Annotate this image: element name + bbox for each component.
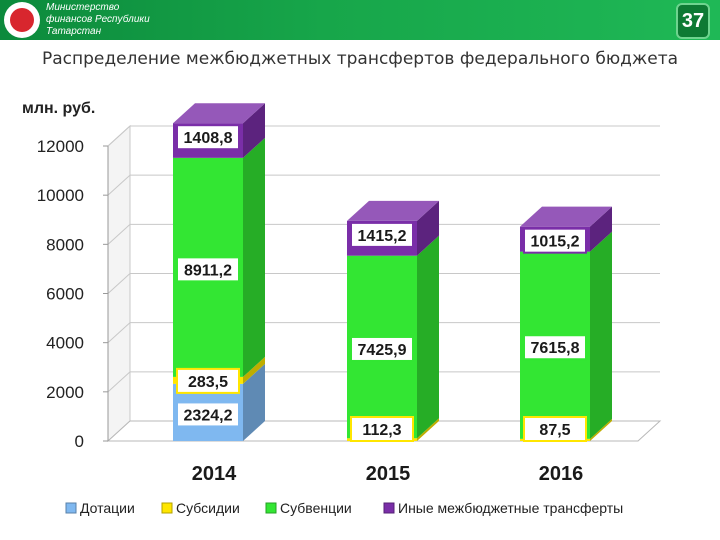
x-category-label: 2015 [366, 463, 411, 485]
bar-top [520, 206, 612, 227]
data-label-box [176, 367, 240, 394]
bar-top [173, 103, 265, 124]
data-label: 112,3 [362, 422, 401, 439]
org-name: Министерство финансов Республики Татарст… [46, 2, 150, 37]
gridline-diagonal [107, 322, 131, 344]
data-label-box [176, 124, 240, 151]
y-tick-labels: 0 2000 4000 6000 8000 10000 12000 [37, 137, 84, 451]
data-label: 283,5 [188, 374, 228, 391]
legend-swatch [383, 502, 395, 514]
y-tick-label: 0 [75, 432, 84, 451]
logo-emblem-icon [10, 8, 34, 32]
legend-swatch [65, 502, 77, 514]
legend-label: Субсидии [176, 500, 240, 516]
bar-segment-side [243, 103, 265, 158]
legend-label: Иные межбюджетные трансферты [398, 500, 623, 516]
bar-segment-side [590, 418, 612, 441]
gridline-diagonal [107, 223, 131, 245]
bar-segment-side [590, 206, 612, 252]
chart-title: Распределение межбюджетных трансфертов ф… [41, 49, 679, 69]
data-label-box [523, 416, 587, 442]
header-bar: Министерство финансов Республики Татарст… [0, 0, 720, 40]
y-tick-label: 12000 [37, 137, 84, 156]
legend-swatch [265, 502, 277, 514]
bar-segment-side [243, 363, 265, 441]
legend-label: Дотации [80, 500, 135, 516]
data-label: 7615,8 [531, 340, 580, 357]
data-label: 7425,9 [358, 342, 407, 359]
bar-segment-side [417, 200, 439, 256]
data-label: 1015,2 [531, 234, 580, 251]
data-label-box [176, 256, 240, 283]
bar-segment-side [243, 137, 265, 377]
chart-legend: Дотации Субсидии Субвенции Иные межбюджетны… [65, 500, 623, 516]
bar-segment-side [417, 235, 439, 439]
y-tick-label: 6000 [46, 285, 84, 304]
bar-segment-side [590, 231, 612, 439]
bar-top [347, 200, 439, 221]
y-tick-label: 4000 [46, 334, 84, 353]
y-tick-label: 2000 [46, 383, 84, 402]
data-label-box [350, 221, 414, 248]
data-label-box [523, 227, 587, 254]
y-tick-label: 8000 [46, 235, 84, 254]
data-label-box [350, 416, 414, 442]
data-label-box [523, 334, 587, 361]
x-category-labels: 2014 2015 2016 [192, 463, 584, 485]
data-label: 1408,8 [184, 130, 233, 147]
y-axis-label: млн. руб. [22, 100, 96, 117]
y-tick-label: 10000 [37, 186, 84, 205]
page-number: 37 [676, 3, 710, 39]
data-label-box [176, 401, 240, 428]
gridline-diagonal [107, 273, 131, 294]
gridline-diagonal [107, 371, 131, 393]
x-category-label: 2016 [539, 463, 584, 485]
gridline-diagonal [107, 174, 131, 196]
legend-label: Субвенции [280, 500, 352, 516]
gridline-diagonal [107, 125, 131, 147]
ministry-logo-icon [4, 2, 40, 38]
data-label: 8911,2 [184, 262, 232, 279]
legend-swatch [161, 502, 173, 514]
bar-segment-side [417, 418, 439, 441]
data-label-box [350, 335, 414, 362]
x-category-label: 2014 [192, 463, 237, 485]
data-label: 1415,2 [358, 228, 407, 245]
data-label: 2324,2 [184, 407, 233, 424]
bar-segment-side [243, 356, 265, 384]
chart-data-labels: 2324,2 283,5 8911,2 1408,8 112,3 7425,9 1415,2… [176, 124, 587, 442]
data-label: 87,5 [539, 422, 570, 439]
